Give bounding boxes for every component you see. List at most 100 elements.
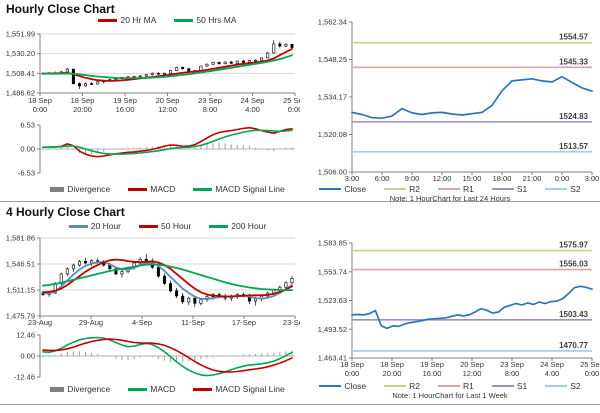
- svg-text:1470.77: 1470.77: [559, 341, 588, 350]
- svg-text:1,486.62: 1,486.62: [6, 89, 35, 98]
- macd-signal-swatch-icon: [193, 187, 213, 191]
- svg-text:6.53: 6.53: [20, 121, 35, 130]
- svg-text:16:00: 16:00: [116, 105, 135, 114]
- svg-text:20:00: 20:00: [383, 369, 402, 378]
- svg-text:1,551.99: 1,551.99: [6, 30, 35, 39]
- svg-text:3:00: 3:00: [585, 174, 600, 183]
- legend-label: Divergence: [67, 384, 111, 394]
- legend-item-200hour: 200 Hour: [209, 221, 266, 231]
- close-swatch-icon: [319, 188, 342, 190]
- svg-text:0:00: 0:00: [288, 105, 300, 114]
- macd-signal-swatch-icon: [193, 387, 213, 391]
- svg-text:12:00: 12:00: [433, 174, 452, 183]
- pivot-1week-legend: Close R2 R1 S1 S2: [300, 381, 600, 391]
- svg-text:1524.83: 1524.83: [559, 112, 588, 121]
- svg-text:4:00: 4:00: [545, 369, 560, 378]
- fourhourly-ma-legend: 20 Hour 50 Hour 200 Hour: [40, 221, 295, 231]
- svg-text:1,508.41: 1,508.41: [6, 69, 35, 78]
- svg-text:1,511.15: 1,511.15: [6, 285, 35, 294]
- fourhourly-macd-chart: 12.46 0.00 -12.46: [14, 331, 295, 382]
- svg-text:16:00: 16:00: [423, 369, 442, 378]
- legend-label: 50 Hrs MA: [196, 15, 237, 25]
- legend-label: MACD Signal Line: [215, 184, 285, 194]
- svg-text:12:00: 12:00: [158, 105, 177, 114]
- legend-item-r1: R1: [437, 184, 474, 194]
- svg-text:18 Sep: 18 Sep: [340, 360, 364, 369]
- svg-text:23 Sep: 23 Sep: [500, 360, 524, 369]
- legend-label: S2: [570, 184, 581, 194]
- svg-text:20 Sep: 20 Sep: [156, 96, 180, 105]
- svg-text:18:00: 18:00: [493, 174, 512, 183]
- pivot-24h-chart: 1,562.34 1,548.25 1,534.17 1,520.08 1,506.00…: [318, 18, 600, 184]
- svg-text:0:00: 0:00: [555, 174, 570, 183]
- legend-item-r2: R2: [384, 381, 420, 391]
- legend-label: R2: [409, 381, 420, 391]
- svg-text:8:00: 8:00: [505, 369, 520, 378]
- svg-text:1503.43: 1503.43: [559, 310, 588, 319]
- legend-item-r2: R2: [384, 184, 420, 194]
- svg-text:1556.03: 1556.03: [559, 260, 588, 269]
- pivot-24h-note: Note: 1 HourChart for Last 24 Hours: [389, 194, 511, 203]
- svg-text:25 Sep: 25 Sep: [580, 360, 600, 369]
- legend-item-20hour: 20 Hour: [68, 221, 121, 231]
- svg-text:4:00: 4:00: [245, 105, 260, 114]
- svg-text:23 Sep: 23 Sep: [198, 96, 222, 105]
- r2-swatch-icon: [384, 188, 407, 190]
- pivot-1week-note: Note: 1 HourChart for Last 1 Week: [392, 391, 508, 400]
- svg-text:1,463.41: 1,463.41: [318, 354, 347, 363]
- svg-text:20:00: 20:00: [73, 105, 92, 114]
- hourly-macd-chart: 6.53 0.00 -6.53: [18, 121, 295, 178]
- svg-text:19 Sep: 19 Sep: [420, 360, 444, 369]
- ma20-swatch-icon: [98, 18, 118, 22]
- legend-label: 200 Hour: [231, 221, 267, 231]
- svg-text:1,534.17: 1,534.17: [318, 93, 347, 102]
- s1-swatch-icon: [491, 188, 514, 190]
- svg-text:15:00: 15:00: [463, 174, 482, 183]
- svg-text:1,523.63: 1,523.63: [318, 296, 347, 305]
- svg-text:24 Sep: 24 Sep: [540, 360, 564, 369]
- svg-text:1545.33: 1545.33: [559, 57, 588, 66]
- svg-text:4-Sep: 4-Sep: [132, 318, 152, 327]
- hourly-macd-legend: Divergence MACD MACD Signal Line: [40, 184, 295, 194]
- svg-text:1513.57: 1513.57: [559, 142, 588, 151]
- legend-item-20hr-ma: 20 Hr MA: [98, 15, 156, 25]
- svg-text:0:00: 0:00: [345, 369, 360, 378]
- legend-item-s1: S1: [491, 381, 527, 391]
- svg-text:1554.57: 1554.57: [559, 33, 588, 42]
- legend-item-macd: MACD: [128, 384, 175, 394]
- legend-label: S1: [516, 184, 528, 194]
- legend-label: S2: [570, 381, 581, 391]
- svg-text:0.00: 0.00: [20, 145, 35, 154]
- legend-item-50hrs-ma: 50 Hrs MA: [174, 15, 237, 25]
- fourhourly-macd-legend: Divergence MACD MACD Signal Line: [40, 384, 295, 394]
- row-separator: [0, 201, 600, 202]
- svg-text:11-Sep: 11-Sep: [181, 318, 205, 327]
- svg-text:1,546.51: 1,546.51: [6, 259, 35, 268]
- svg-text:1,583.85: 1,583.85: [318, 239, 347, 248]
- legend-item-close: Close: [319, 381, 366, 391]
- svg-text:1,493.52: 1,493.52: [318, 325, 347, 334]
- svg-text:18 Sep: 18 Sep: [380, 360, 404, 369]
- svg-text:21:00: 21:00: [523, 174, 542, 183]
- s2-swatch-icon: [545, 188, 568, 190]
- s2-swatch-icon: [545, 385, 568, 387]
- s1-swatch-icon: [491, 385, 514, 387]
- svg-text:9:00: 9:00: [405, 174, 420, 183]
- legend-item-divergence: Divergence: [50, 384, 110, 394]
- r1-swatch-icon: [437, 385, 460, 387]
- svg-text:23-Sep: 23-Sep: [283, 318, 300, 327]
- legend-item-50hour: 50 Hour: [139, 221, 191, 231]
- legend-label: Divergence: [67, 184, 111, 194]
- svg-text:0:00: 0:00: [585, 369, 600, 378]
- svg-text:17-Sep: 17-Sep: [232, 318, 256, 327]
- legend-label: R2: [409, 184, 420, 194]
- legend-item-macd-signal: MACD Signal Line: [193, 384, 285, 394]
- legend-label: Close: [344, 381, 367, 391]
- svg-text:0:00: 0:00: [33, 105, 48, 114]
- svg-text:23-Aug: 23-Aug: [28, 318, 52, 327]
- ma50-swatch-icon: [174, 18, 194, 22]
- svg-text:20 Sep: 20 Sep: [460, 360, 484, 369]
